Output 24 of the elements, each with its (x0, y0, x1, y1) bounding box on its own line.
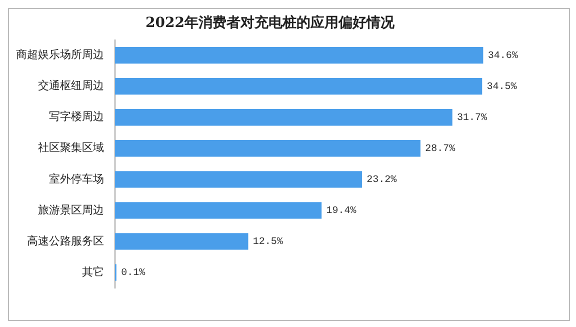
data-label: 12.5% (252, 237, 283, 248)
data-label: 31.7% (457, 113, 488, 124)
data-label: 28.7% (425, 144, 456, 156)
y-tick-label: 室外停车场 (49, 172, 104, 186)
y-tick-label: 其它 (82, 265, 104, 278)
data-label: 0.1% (121, 268, 146, 280)
y-tick-label: 交通枢纽周边 (38, 79, 104, 92)
data-label: 23.2% (366, 175, 397, 186)
bar (115, 140, 420, 157)
y-tick-label: 商超娱乐场所周边 (16, 48, 104, 62)
bar (115, 78, 482, 95)
bar (115, 202, 322, 219)
bar (115, 233, 248, 250)
data-label: 19.4% (326, 206, 356, 218)
data-label: 34.5% (486, 82, 517, 93)
bar (115, 171, 362, 188)
data-label: 34.6% (488, 50, 518, 62)
bar (115, 46, 484, 64)
y-tick-label: 高速公路服务区 (27, 234, 104, 248)
y-tick-label: 写字楼周边 (49, 110, 104, 124)
chart-title: 2022年消费者对充电桩的应用偏好情况 (146, 14, 396, 32)
y-tick-label: 旅游景区周边 (38, 203, 104, 216)
bar (115, 109, 452, 126)
y-tick-label: 社区聚集区域 (38, 141, 104, 154)
